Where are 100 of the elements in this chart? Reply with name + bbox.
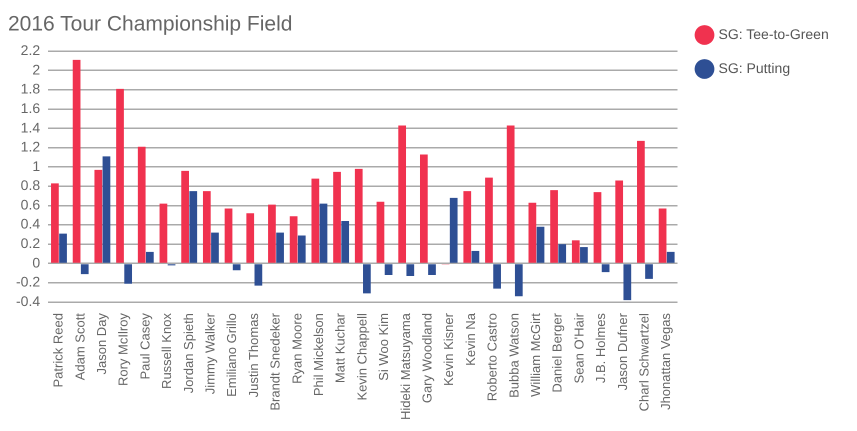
bar xyxy=(146,252,154,263)
x-tick-label: Kevin Na xyxy=(462,312,478,366)
y-tick-label: 1.8 xyxy=(20,80,40,97)
x-tick-label: Brandt Snedeker xyxy=(268,312,283,411)
bar xyxy=(311,178,320,263)
y-tick-label: -0.4 xyxy=(16,292,40,309)
bar xyxy=(594,192,602,263)
bar xyxy=(232,264,241,270)
y-tick-label: 1.4 xyxy=(20,119,40,136)
bar xyxy=(550,190,558,263)
bar xyxy=(420,154,428,263)
bar xyxy=(666,252,675,263)
bar xyxy=(463,191,472,263)
bar xyxy=(189,191,198,263)
bar xyxy=(558,244,566,263)
bar xyxy=(514,264,523,296)
bar xyxy=(290,216,298,263)
x-tick-label: Ryan Moore xyxy=(289,313,304,384)
x-tick-label: Emiliano Grillo xyxy=(224,313,240,397)
x-tick-label: William McGirt xyxy=(528,312,544,397)
x-tick-label: Paul Casey xyxy=(137,312,152,380)
x-tick-label: Jordan Spieth xyxy=(180,313,196,394)
y-tick-label: 2.2 xyxy=(20,42,40,58)
bar xyxy=(384,264,392,276)
bar xyxy=(59,234,67,263)
y-tick-label: 1 xyxy=(32,158,40,174)
bar xyxy=(580,247,588,263)
bar xyxy=(211,232,219,263)
bar xyxy=(268,204,276,263)
bar xyxy=(246,213,254,263)
bar xyxy=(51,183,59,263)
bar xyxy=(320,204,328,263)
bar xyxy=(645,264,653,279)
legend-label: SG: Putting xyxy=(718,60,790,76)
bar xyxy=(72,60,80,263)
bar xyxy=(254,264,262,286)
y-tick-label: 1.2 xyxy=(20,138,40,155)
x-tick-label: J.B. Holmes xyxy=(593,312,608,384)
bar xyxy=(333,172,341,263)
x-tick-label: Patrick Reed xyxy=(50,313,66,388)
bar xyxy=(298,235,306,263)
bar xyxy=(658,208,666,263)
bar xyxy=(485,178,493,263)
bar xyxy=(376,202,384,263)
bar xyxy=(354,168,363,263)
bar xyxy=(536,226,544,263)
x-tick-label: Sean O'Hair xyxy=(571,312,586,384)
x-tick-label: Kevin Kisner xyxy=(441,312,456,386)
bar xyxy=(637,140,645,263)
bar xyxy=(493,264,501,289)
bar xyxy=(602,264,610,272)
bar xyxy=(160,204,168,263)
bar xyxy=(528,202,536,263)
x-tick-label: Charl Schwartzel xyxy=(636,312,652,412)
x-tick-label: Justin Thomas xyxy=(246,312,261,398)
y-tick-label: 2 xyxy=(32,61,40,78)
y-tick-label: -0.2 xyxy=(16,274,40,290)
bar xyxy=(341,221,350,263)
bar xyxy=(615,180,624,263)
x-tick-label: Phil Mickelson xyxy=(310,313,326,396)
y-tick-label: 0.8 xyxy=(20,177,40,194)
y-tick-label: 0 xyxy=(32,254,40,270)
bar xyxy=(138,146,146,263)
y-tick-label: 1.6 xyxy=(20,100,40,116)
bar xyxy=(450,198,458,263)
x-tick-label: Roberto Castro xyxy=(484,313,500,402)
bar xyxy=(623,264,632,300)
bar xyxy=(202,191,211,263)
bar xyxy=(406,264,414,276)
x-tick-label: Kevin Chappell xyxy=(354,312,370,401)
x-tick-label: Adam Scott xyxy=(72,312,88,380)
x-tick-label: Jason Day xyxy=(94,312,109,374)
chart-title: 2016 Tour Championship Field xyxy=(8,12,292,36)
bar xyxy=(398,125,406,263)
x-tick-label: Hideki Matsuyama xyxy=(398,312,413,420)
y-tick-label: 0.4 xyxy=(20,216,40,232)
legend-label: SG: Tee-to-Green xyxy=(718,26,829,42)
x-tick-label: Rory McIlroy xyxy=(116,312,131,386)
bar xyxy=(116,88,124,263)
bar xyxy=(181,170,189,263)
bar xyxy=(224,208,232,263)
x-tick-label: Daniel Berger xyxy=(550,312,565,393)
x-tick-label: Bubba Watson xyxy=(506,313,522,398)
bar xyxy=(572,240,580,263)
x-tick-label: Russell Knox xyxy=(159,312,174,389)
bar xyxy=(124,264,132,284)
bar xyxy=(80,264,89,274)
bar xyxy=(506,125,515,263)
y-tick-label: 0.6 xyxy=(20,196,40,212)
bar xyxy=(363,264,371,294)
x-tick-label: Si Woo Kim xyxy=(376,313,392,381)
bar xyxy=(428,264,436,276)
x-tick-label: Matt Kuchar xyxy=(332,312,348,384)
bar xyxy=(102,156,110,263)
bar xyxy=(94,170,102,263)
x-tick-label: Jimmy Walker xyxy=(202,312,218,394)
x-tick-label: Jason Dufner xyxy=(614,312,630,390)
x-tick-label: Jhonattan Vegas xyxy=(658,312,674,410)
bar xyxy=(472,250,480,263)
y-tick-label: 0.2 xyxy=(20,235,40,252)
